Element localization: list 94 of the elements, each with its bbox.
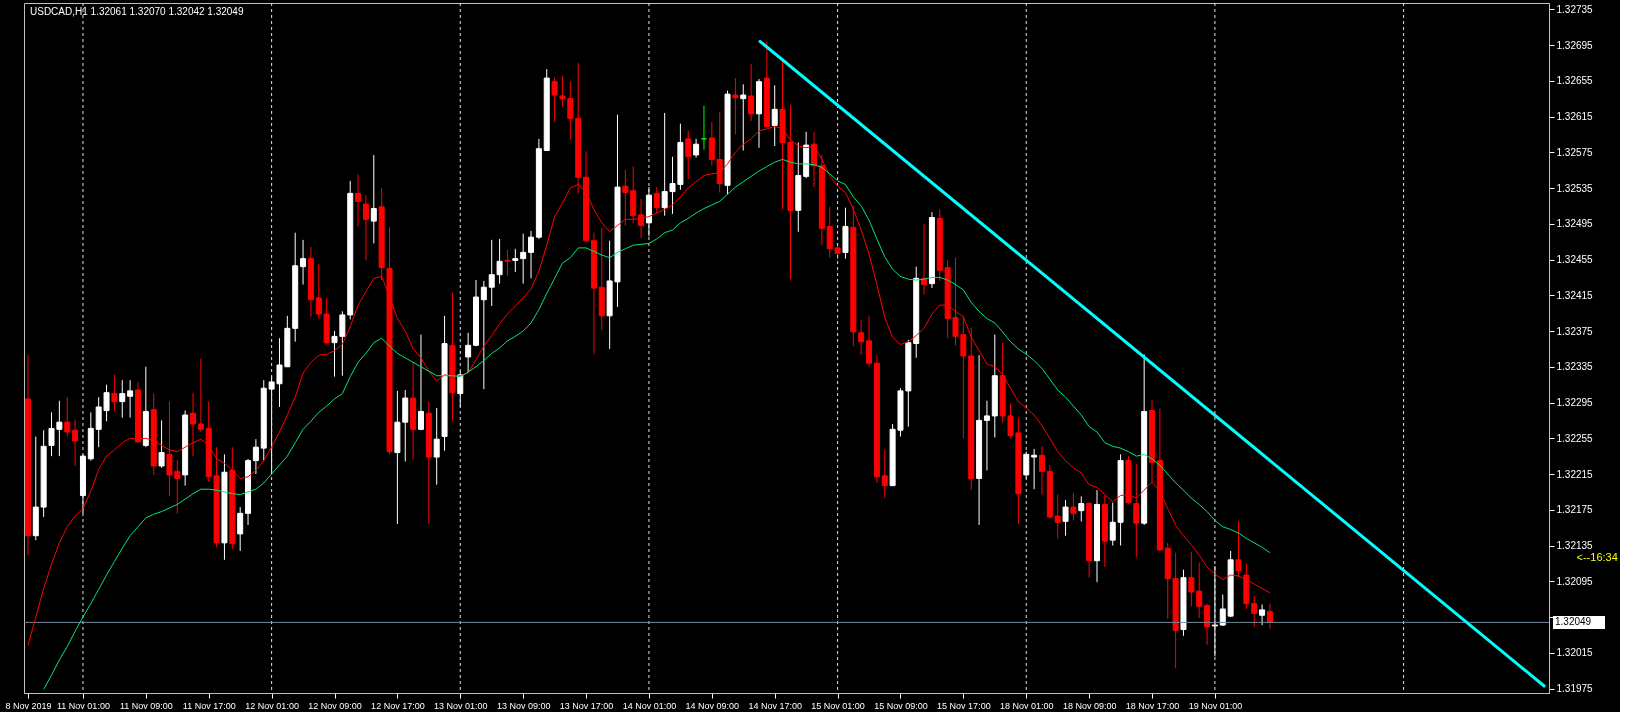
candlestick	[158, 419, 165, 469]
y-tick-label: 1.32735	[1556, 3, 1594, 15]
candlestick	[693, 138, 700, 159]
candlestick	[1023, 451, 1030, 479]
y-tick-label: 1.32375	[1556, 325, 1594, 337]
y-tick-label: 1.32335	[1556, 361, 1594, 373]
y-tick-label: 1.32135	[1556, 540, 1594, 552]
candlestick	[653, 186, 660, 214]
x-tick-label: 14 Nov 17:00	[748, 700, 802, 711]
x-tick-label: 15 Nov 09:00	[874, 700, 928, 711]
y-tick-label: 1.32655	[1556, 75, 1594, 87]
candlestick	[64, 396, 71, 437]
x-tick-label: 11 Nov 09:00	[119, 700, 173, 711]
y-tick-label: 1.32575	[1556, 146, 1594, 158]
candlestick	[72, 419, 79, 467]
ref-line-label: 1.32049	[1555, 616, 1592, 628]
candlestick	[370, 154, 377, 244]
candlestick	[362, 194, 369, 261]
x-tick-label: 12 Nov 09:00	[308, 700, 362, 711]
candlestick	[1078, 495, 1085, 522]
text: <--16:34	[1576, 551, 1618, 564]
x-tick-label: 18 Nov 17:00	[1125, 700, 1180, 711]
x-tick-label: 8 Nov 2019	[5, 700, 52, 711]
y-tick-label: 1.32175	[1556, 504, 1594, 516]
x-tick-label: 13 Nov 09:00	[496, 700, 551, 711]
candlestick	[433, 407, 440, 486]
x-tick-label: 14 Nov 09:00	[685, 700, 740, 711]
candlestick	[528, 230, 535, 279]
candlestick	[111, 374, 118, 412]
candlestick	[858, 319, 865, 356]
candlestick	[457, 370, 464, 408]
x-tick-label: 19 Nov 01:00	[1188, 700, 1243, 711]
candlestick	[237, 506, 244, 552]
y-tick-label: 1.32695	[1556, 39, 1594, 51]
candlestick	[417, 334, 424, 431]
candlestick	[197, 358, 204, 433]
candlestick	[732, 77, 739, 135]
candlestick	[1188, 551, 1195, 607]
candlestick	[252, 438, 259, 475]
x-tick-label: 18 Nov 09:00	[1062, 700, 1117, 711]
y-tick-label: 1.32535	[1556, 182, 1594, 194]
x-tick-label: 13 Nov 01:00	[434, 700, 488, 711]
x-tick-label: 18 Nov 01:00	[999, 700, 1054, 711]
candlestick	[127, 379, 134, 419]
chart-title: USDCAD,H1 1.32061 1.32070 1.32042 1.32049	[30, 6, 244, 17]
candlestick	[1204, 603, 1211, 646]
candlestick	[700, 105, 707, 151]
y-tick-label: 1.32215	[1556, 468, 1594, 480]
candlestick	[1070, 492, 1077, 521]
candlestick	[520, 233, 527, 285]
y-tick-label: 1.32615	[1556, 111, 1594, 123]
x-tick-label: 15 Nov 17:00	[937, 700, 991, 711]
candlestick	[1038, 445, 1045, 496]
x-tick-label: 12 Nov 17:00	[371, 700, 425, 711]
candlestick	[983, 400, 990, 471]
candlestick	[1211, 565, 1218, 657]
candlestick	[881, 449, 888, 499]
candlestick	[685, 130, 692, 180]
y-tick-label: 1.32455	[1556, 254, 1594, 266]
candlestick	[1196, 562, 1203, 619]
x-tick-label: 13 Nov 17:00	[559, 700, 614, 711]
candlestick	[190, 392, 197, 457]
y-tick-label: 1.31975	[1556, 683, 1594, 695]
x-tick-label: 11 Nov 17:00	[182, 700, 236, 711]
candlestick	[1054, 494, 1061, 539]
x-tick-label: 15 Nov 01:00	[811, 700, 865, 711]
candlestick	[465, 332, 472, 374]
candlestick	[1259, 604, 1266, 626]
candlestick	[300, 239, 307, 286]
candlestick	[1062, 499, 1069, 537]
candlestick	[748, 63, 755, 122]
candlestick	[866, 315, 873, 368]
candlestick	[771, 84, 778, 147]
candlestick	[708, 121, 715, 167]
candlestick	[119, 379, 126, 419]
y-tick-label: 1.32295	[1556, 397, 1594, 409]
y-tick-label: 1.32495	[1556, 218, 1594, 230]
candlestick	[1133, 463, 1140, 558]
candlestick	[512, 248, 519, 273]
candlestick	[1235, 520, 1242, 578]
y-tick-label: 1.32095	[1556, 575, 1594, 587]
y-tick-label: 1.32415	[1556, 289, 1594, 301]
x-tick-label: 11 Nov 01:00	[57, 700, 110, 711]
candlestick	[638, 198, 645, 239]
x-tick-label: 12 Nov 01:00	[245, 700, 299, 711]
x-tick-label: 14 Nov 01:00	[622, 700, 677, 711]
candlestick	[480, 280, 487, 390]
candlestick	[1266, 603, 1273, 630]
candlestick	[355, 174, 362, 227]
y-tick-label: 1.32015	[1556, 647, 1594, 659]
candlestick	[1031, 448, 1038, 490]
y-tick-label: 1.32255	[1556, 432, 1594, 444]
candlestick	[740, 83, 747, 151]
candlestick	[504, 249, 511, 277]
